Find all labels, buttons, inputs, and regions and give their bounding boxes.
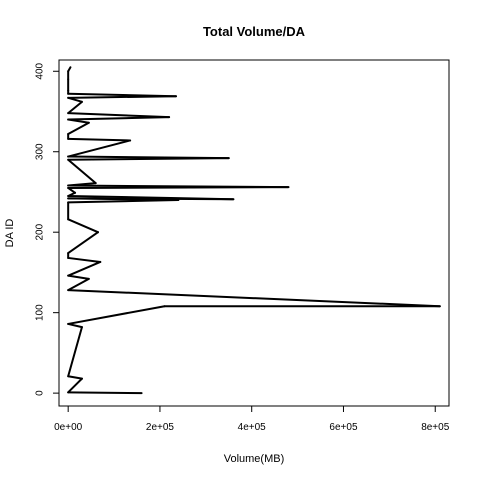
x-tick-label: 2e+05 — [146, 422, 175, 433]
series-segment — [67, 66, 72, 73]
y-tick-label: 0 — [35, 390, 46, 396]
x-tick-label: 6e+05 — [329, 422, 358, 433]
series-segment — [67, 139, 132, 158]
y-tick-label: 200 — [35, 223, 46, 240]
x-tick-label: 0e+00 — [54, 422, 83, 433]
y-axis: 0 100 200 300 400 — [35, 62, 60, 396]
series-segment — [67, 274, 90, 280]
series-segment — [67, 121, 90, 136]
series-segment — [67, 191, 77, 197]
series-segment — [67, 231, 99, 255]
y-tick-label: 100 — [35, 304, 46, 321]
series-segment — [67, 305, 166, 325]
x-axis-label: Volume(MB) — [224, 453, 285, 465]
series-segment — [67, 260, 102, 277]
plot-frame — [58, 59, 450, 407]
series-segment — [67, 116, 171, 121]
chart-title: Total Volume/DA — [203, 24, 306, 39]
series-segment — [67, 289, 441, 308]
x-tick-label: 8e+05 — [421, 422, 450, 433]
series-segment — [67, 155, 230, 160]
series-segment — [67, 391, 143, 395]
x-tick-label: 4e+05 — [238, 422, 267, 433]
series-segment — [67, 182, 97, 187]
x-axis: 0e+00 2e+05 4e+05 6e+05 8e+05 — [54, 405, 450, 433]
series-segment — [67, 326, 83, 378]
series-segment — [67, 92, 177, 98]
series-segment — [67, 137, 132, 142]
series-segment — [67, 377, 83, 394]
series-segment — [67, 158, 97, 185]
series-segment — [67, 112, 171, 119]
series-segment — [67, 256, 102, 263]
series-segment — [67, 375, 83, 380]
data-series-group — [67, 66, 441, 395]
series-segment — [67, 218, 99, 234]
y-axis-label: DA ID — [4, 219, 16, 248]
y-tick-label: 300 — [35, 143, 46, 160]
series-segment — [67, 184, 290, 189]
series-segment — [67, 194, 235, 201]
y-tick-label: 400 — [35, 62, 46, 79]
series-segment — [67, 277, 90, 292]
series-segment — [67, 100, 83, 115]
